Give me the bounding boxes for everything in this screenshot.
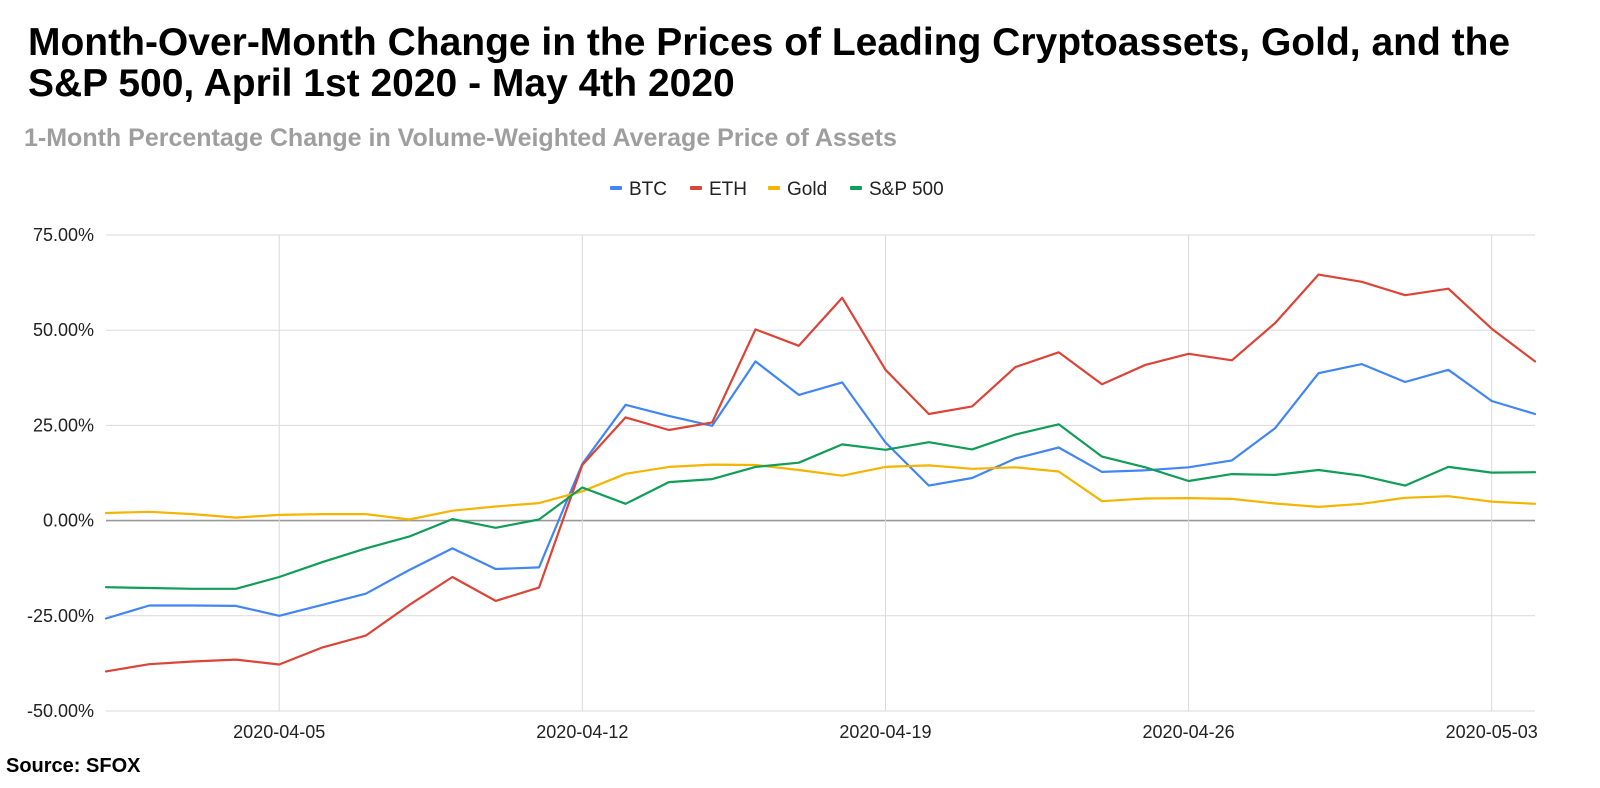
series-line-eth — [104, 273, 1537, 673]
legend-label-btc: BTC — [629, 179, 667, 200]
legend-label-eth: ETH — [709, 179, 747, 200]
x-tick-label: 2020-04-26 — [1143, 722, 1235, 742]
legend-swatch-eth — [690, 186, 702, 190]
legend-swatch-btc — [610, 186, 622, 190]
x-tick-label: 2020-04-12 — [536, 722, 628, 742]
y-tick-label: -50.00% — [27, 701, 94, 721]
series-line-btc — [104, 360, 1537, 620]
chart-title: Month-Over-Month Change in the Prices of… — [28, 21, 1511, 105]
y-tick-label: 50.00% — [33, 320, 94, 340]
series-line-gold — [104, 463, 1537, 521]
x-tick-label: 2020-04-05 — [233, 722, 325, 742]
series-line-s-p-500 — [104, 423, 1537, 590]
series-lines — [104, 273, 1537, 673]
x-tick-label: 2020-04-19 — [839, 722, 931, 742]
y-tick-label: 25.00% — [33, 415, 94, 435]
y-tick-label: -25.00% — [27, 606, 94, 626]
legend-swatch-s-p-500 — [850, 186, 862, 190]
legend-label-s-p-500: S&P 500 — [869, 179, 944, 200]
legend-label-gold: Gold — [787, 179, 827, 200]
axes: 75.00% 50.00% 25.00% 0.00% -25.00% -50.00% 202… — [27, 225, 1538, 742]
legend-swatch-gold — [768, 186, 780, 190]
x-tick-label: 2020-05-03 — [1446, 722, 1538, 742]
gridlines — [106, 234, 1535, 712]
y-tick-label: 75.00% — [33, 225, 94, 245]
source-note: Source: SFOX — [6, 755, 141, 777]
chart-subtitle: 1-Month Percentage Change in Volume-Weig… — [24, 124, 897, 152]
legend: BTC ETH Gold S&P 500 — [610, 179, 944, 200]
y-tick-label: 0.00% — [43, 511, 94, 531]
